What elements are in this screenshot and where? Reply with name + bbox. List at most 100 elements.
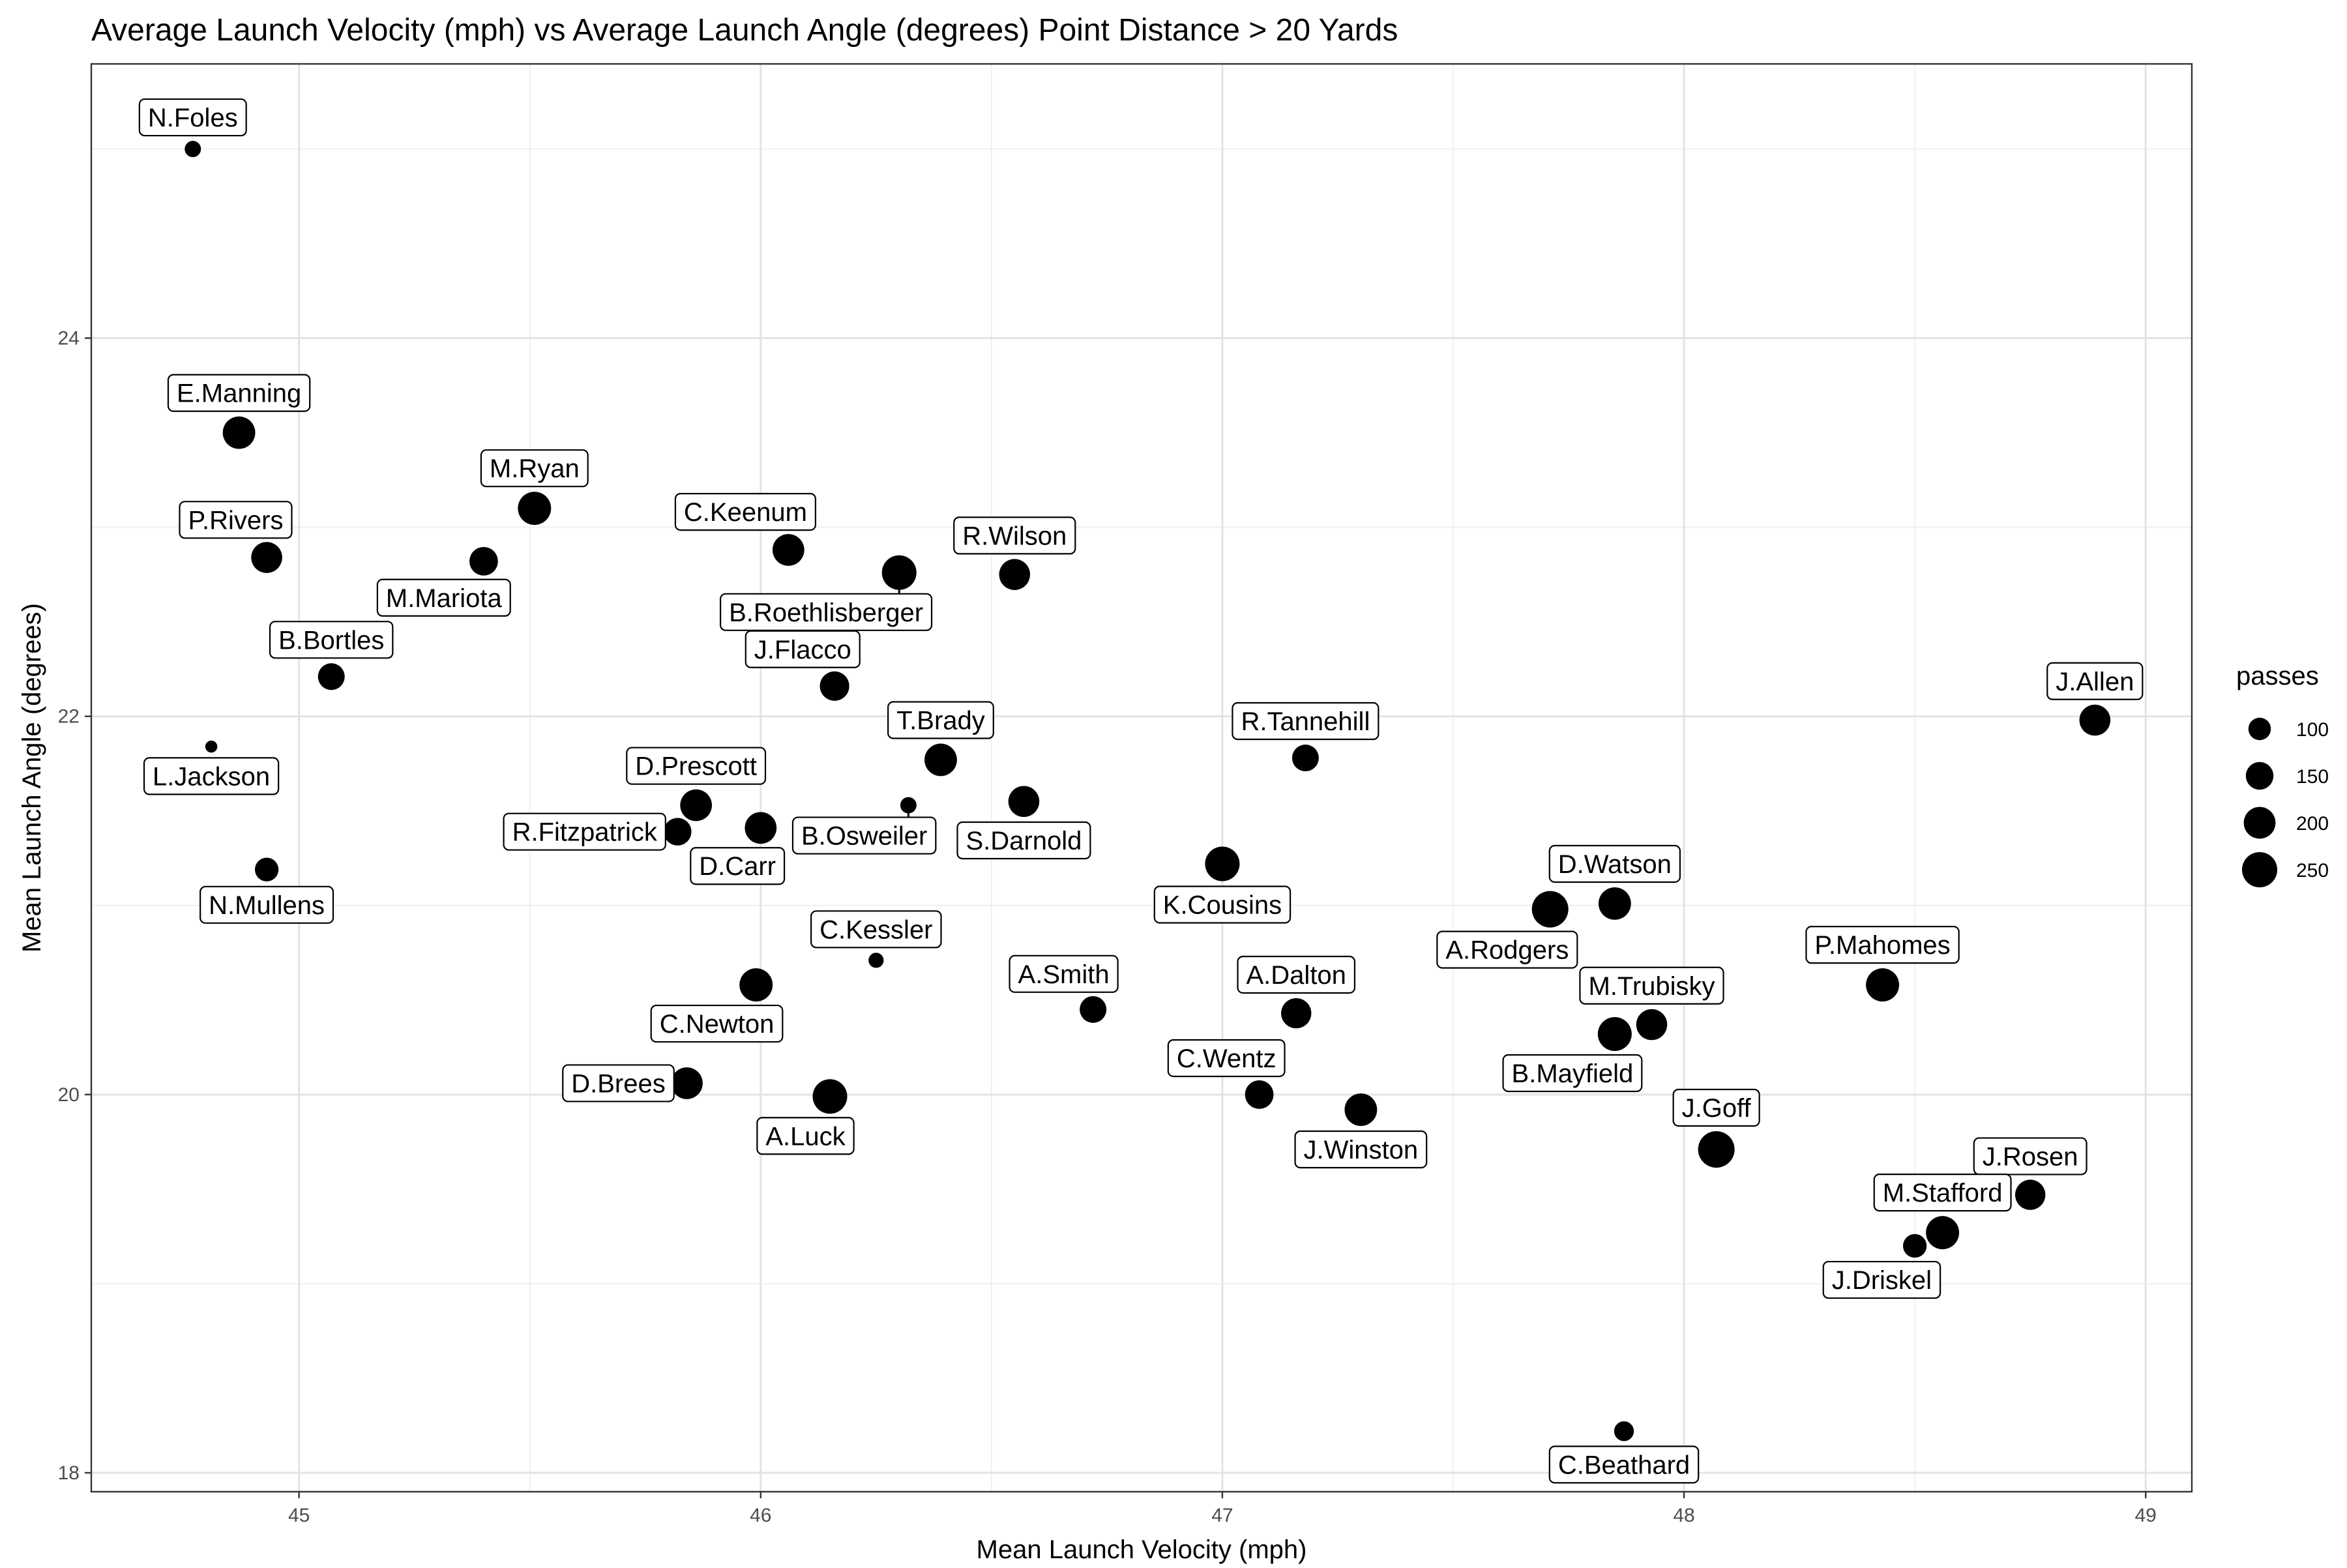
data-point [518, 492, 552, 525]
y-tick-label: 18 [58, 1462, 80, 1484]
legend-key [2248, 717, 2271, 741]
data-label-text: C.Kessler [819, 915, 932, 944]
data-point [671, 1067, 703, 1099]
data-label-box [650, 1004, 784, 1043]
legend-label: 200 [2296, 813, 2329, 835]
data-label-text: J.Driskel [1832, 1266, 1932, 1295]
data-label-box [756, 1117, 855, 1155]
legend-label: 100 [2296, 719, 2329, 741]
data-points [185, 141, 2111, 1442]
legend: passes 100 150 200 250 [2236, 662, 2329, 888]
data-point [469, 546, 498, 576]
data-label-text: J.Rosen [1983, 1142, 2078, 1171]
data-label-text: R.Wilson [962, 522, 1067, 550]
data-label-text: M.Stafford [1883, 1179, 2003, 1207]
data-label-text: N.Mullens [209, 891, 325, 920]
data-label-box [1548, 844, 1681, 883]
data-label-text: D.Carr [699, 852, 776, 881]
x-tick-label: 49 [2134, 1505, 2156, 1526]
data-label-text: M.Trubisky [1588, 972, 1715, 1001]
data-point [1281, 998, 1312, 1029]
data-point [251, 542, 282, 573]
legend-label: 150 [2296, 766, 2329, 788]
data-point [739, 968, 773, 1002]
data-label-box [626, 747, 767, 785]
data-label-box [810, 910, 942, 949]
data-label-box [480, 449, 589, 488]
legend-key [2245, 762, 2274, 790]
data-point [1531, 891, 1569, 928]
data-point [868, 953, 884, 968]
data-point [185, 141, 201, 158]
data-label-text: D.Watson [1558, 850, 1672, 879]
data-label-text: J.Winston [1304, 1136, 1419, 1164]
data-label-text: C.Keenum [684, 498, 807, 527]
data-point [1080, 996, 1107, 1023]
data-label-box [1873, 1174, 2012, 1212]
data-point [812, 1079, 848, 1114]
data-label-text: B.Roethlisberger [729, 599, 923, 627]
plot-panel [91, 64, 2192, 1492]
data-label-box [2046, 662, 2144, 700]
plot-border [90, 63, 2193, 1493]
data-label-box [791, 816, 937, 855]
data-label-box [179, 501, 293, 539]
data-label-text: P.Mahomes [1814, 931, 1950, 960]
data-label-text: N.Foles [148, 104, 238, 132]
data-point [1866, 968, 1900, 1002]
data-label-text: J.Allen [2056, 668, 2134, 696]
legend-title: passes [2236, 662, 2319, 690]
data-label-box [1153, 885, 1292, 924]
x-tick-label: 46 [750, 1505, 771, 1526]
data-label-box [1973, 1137, 2088, 1176]
data-label-box [690, 847, 786, 885]
data-label-text: M.Ryan [490, 454, 580, 483]
data-label-text: R.Tannehill [1241, 707, 1370, 736]
data-point [1245, 1080, 1274, 1109]
data-point [1292, 745, 1319, 772]
data-point [1597, 1017, 1632, 1052]
data-label-text: D.Prescott [635, 752, 757, 781]
data-label-text: B.Mayfield [1512, 1059, 1634, 1088]
data-label-box [674, 493, 817, 531]
data-point [1008, 786, 1040, 818]
data-point [1614, 1421, 1634, 1442]
data-label-box [269, 621, 394, 659]
data-label-box [1822, 1260, 1941, 1299]
data-label-box [956, 821, 1091, 860]
data-point [254, 857, 279, 881]
data-label-box [745, 630, 861, 668]
axes: 45 46 47 48 49 18 20 22 24 [58, 328, 2157, 1526]
data-point [999, 559, 1031, 590]
data-label-box [143, 757, 280, 795]
data-label-box [1232, 702, 1380, 741]
data-point [680, 789, 713, 821]
data-point [205, 740, 218, 753]
data-point [1698, 1131, 1735, 1168]
data-label-text: C.Wentz [1177, 1044, 1277, 1073]
data-label-text: A.Smith [1018, 960, 1110, 989]
data-label-box [1237, 955, 1356, 994]
data-point [772, 534, 804, 566]
data-label-box [1294, 1130, 1428, 1169]
data-label-text: K.Cousins [1163, 891, 1282, 919]
data-label-text: R.Fitzpatrick [512, 818, 658, 847]
data-point [222, 416, 256, 449]
y-tick-label: 24 [58, 328, 80, 349]
data-label-box [167, 374, 311, 412]
data-point [1598, 887, 1631, 920]
data-label-text: T.Brady [896, 707, 985, 735]
data-label-box [1548, 1445, 1700, 1484]
data-labels: N.Foles E.Manning P.Rivers B.Bortles L.Jacks… [138, 98, 2144, 1484]
data-point [317, 663, 345, 690]
data-label-text: B.Osweiler [801, 822, 927, 851]
data-point [1902, 1234, 1927, 1258]
data-point [664, 818, 692, 846]
data-label-text: A.Dalton [1247, 961, 1346, 990]
data-label-box [887, 701, 994, 739]
x-tick-label: 48 [1673, 1505, 1694, 1526]
data-point [819, 671, 849, 701]
data-point [2015, 1179, 2046, 1210]
